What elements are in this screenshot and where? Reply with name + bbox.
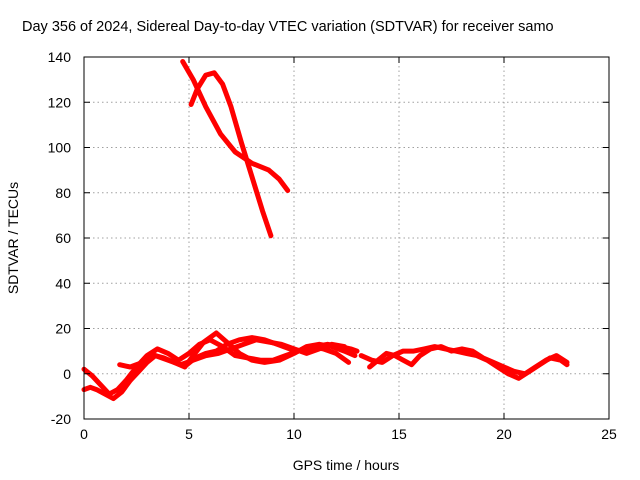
- y-tick-label: -20: [51, 411, 71, 427]
- x-axis-label: GPS time / hours: [293, 457, 400, 473]
- x-tick-label: 25: [601, 426, 617, 442]
- series-layer: [81, 59, 570, 402]
- y-tick-label: 100: [48, 140, 72, 156]
- y-tick-label: 40: [55, 275, 71, 291]
- y-tick-label: 20: [55, 321, 71, 337]
- series-line-low-3: [117, 337, 354, 370]
- x-tick-label: 0: [80, 426, 88, 442]
- y-tick-label: 0: [63, 366, 71, 382]
- x-tick-label: 5: [185, 426, 193, 442]
- y-tick-label: 120: [48, 94, 72, 110]
- x-tick-label: 15: [391, 426, 407, 442]
- chart-title: Day 356 of 2024, Sidereal Day-to-day VTE…: [22, 19, 554, 35]
- series-line-low-4: [184, 335, 360, 368]
- x-tick-label: 10: [286, 426, 302, 442]
- y-tick-label: 140: [48, 49, 72, 65]
- y-axis-label: SDTVAR / TECUs: [5, 182, 21, 294]
- series-line-low-6: [367, 344, 570, 377]
- x-tick-label: 20: [496, 426, 512, 442]
- grid: [84, 57, 609, 419]
- y-tick-label: 80: [55, 185, 71, 201]
- series-line-high-2: [188, 70, 274, 239]
- ticks: 0 5 10 15 20 25 -20 0 20 40 60 80 100 120 140: [48, 49, 617, 442]
- y-tick-label: 60: [55, 230, 71, 246]
